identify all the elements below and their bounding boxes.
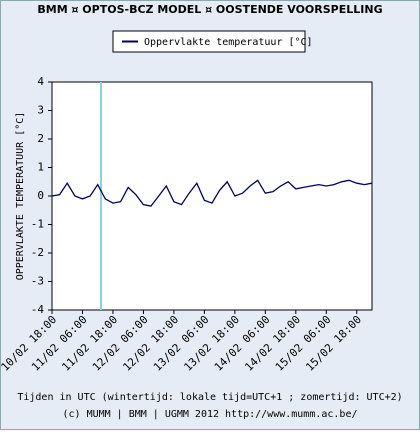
y-tick-label: 1 [37, 161, 44, 174]
legend-label: Oppervlakte temperatuur [°C] [144, 37, 313, 48]
x-axis-label: Tijden in UTC (wintertijd: lokale tijd=U… [17, 392, 402, 403]
plot-area [51, 81, 373, 311]
y-tick-label: -3 [31, 275, 44, 288]
y-tick-label: -2 [31, 246, 44, 259]
y-tick-label: 2 [37, 132, 44, 145]
data-line [51, 179, 373, 207]
y-tick-label: 0 [37, 189, 44, 202]
legend [112, 30, 306, 53]
y-axis-label: OPPERVLAKTE TEMPERATUUR [°C] [15, 112, 26, 281]
y-tick-label: 4 [37, 75, 44, 88]
y-tick-label: 3 [37, 104, 44, 117]
chart-title: BMM ¤ OPTOS-BCZ MODEL ¤ OOSTENDE VOORSPE… [37, 3, 382, 16]
y-tick-label: -1 [31, 218, 44, 231]
footer: (c) MUMM | BMM | UGMM 2012 http://www.mu… [62, 409, 357, 420]
y-tick-label: -4 [31, 303, 45, 316]
